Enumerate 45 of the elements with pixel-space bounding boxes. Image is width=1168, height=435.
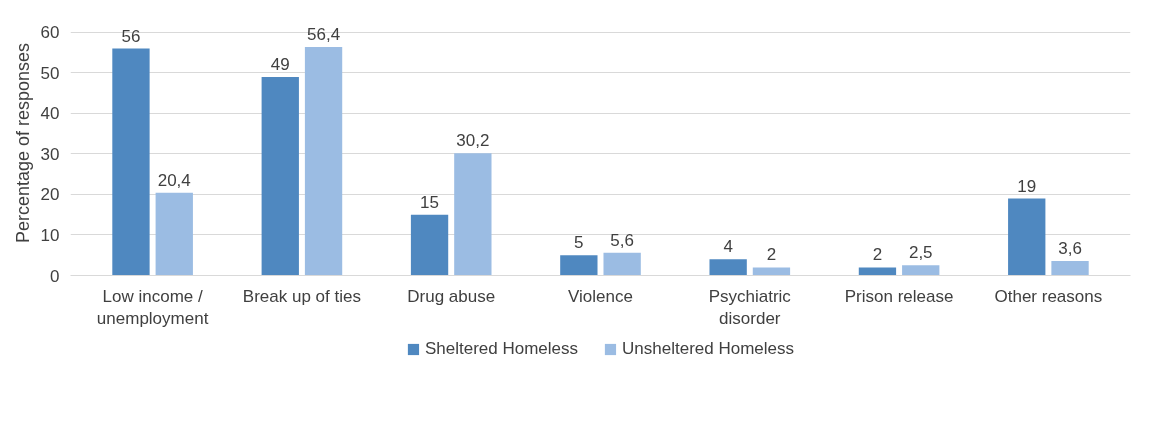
bar — [902, 265, 940, 276]
x-tick-label: Other reasons — [994, 286, 1103, 306]
x-tick-label: Drug abuse — [407, 286, 496, 306]
data-label: 56,4 — [307, 24, 341, 44]
bar — [410, 214, 449, 276]
bar — [603, 252, 641, 276]
data-label: 49 — [270, 54, 290, 74]
data-label: 3,6 — [1058, 238, 1082, 258]
bar — [304, 46, 343, 276]
x-tick-label: Violence — [568, 286, 633, 306]
data-label: 56 — [121, 26, 141, 46]
bar — [112, 48, 150, 276]
data-label: 2,5 — [908, 243, 933, 263]
y-tick-label: 20 — [40, 185, 60, 205]
bar — [560, 255, 598, 276]
bar — [155, 192, 193, 276]
bar — [1008, 198, 1046, 276]
y-tick-label: 50 — [40, 63, 60, 83]
bar — [1051, 260, 1089, 276]
data-label: 19 — [1017, 176, 1037, 196]
x-tick-label: Psychiatric disorder — [708, 286, 792, 329]
bar — [752, 267, 791, 276]
bar — [454, 153, 492, 276]
data-label: 4 — [723, 237, 733, 257]
y-tick-label: 30 — [40, 144, 60, 164]
data-label: 30,2 — [456, 131, 490, 151]
y-tick-label: 10 — [40, 225, 60, 245]
data-label: 2 — [872, 245, 883, 265]
data-label: 20,4 — [157, 170, 191, 190]
data-label: 2 — [766, 245, 777, 265]
y-axis-title: Percentage of responses — [12, 42, 33, 244]
y-tick-label: 0 — [50, 266, 60, 286]
data-label: 15 — [420, 192, 440, 212]
legend-label: Sheltered Homeless — [424, 339, 579, 359]
data-label: 5 — [574, 233, 584, 253]
x-tick-label: Low income / unemployment — [96, 286, 209, 329]
y-tick-label: 40 — [40, 104, 60, 124]
bar — [858, 267, 897, 276]
bar — [709, 259, 747, 276]
y-tick-label: 60 — [40, 23, 60, 43]
data-label: 5,6 — [610, 230, 634, 250]
bar — [261, 76, 299, 276]
legend-label: Unsheltered Homeless — [622, 339, 795, 359]
x-tick-label: Break up of ties — [242, 286, 361, 306]
x-tick-label: Prison release — [844, 286, 954, 306]
